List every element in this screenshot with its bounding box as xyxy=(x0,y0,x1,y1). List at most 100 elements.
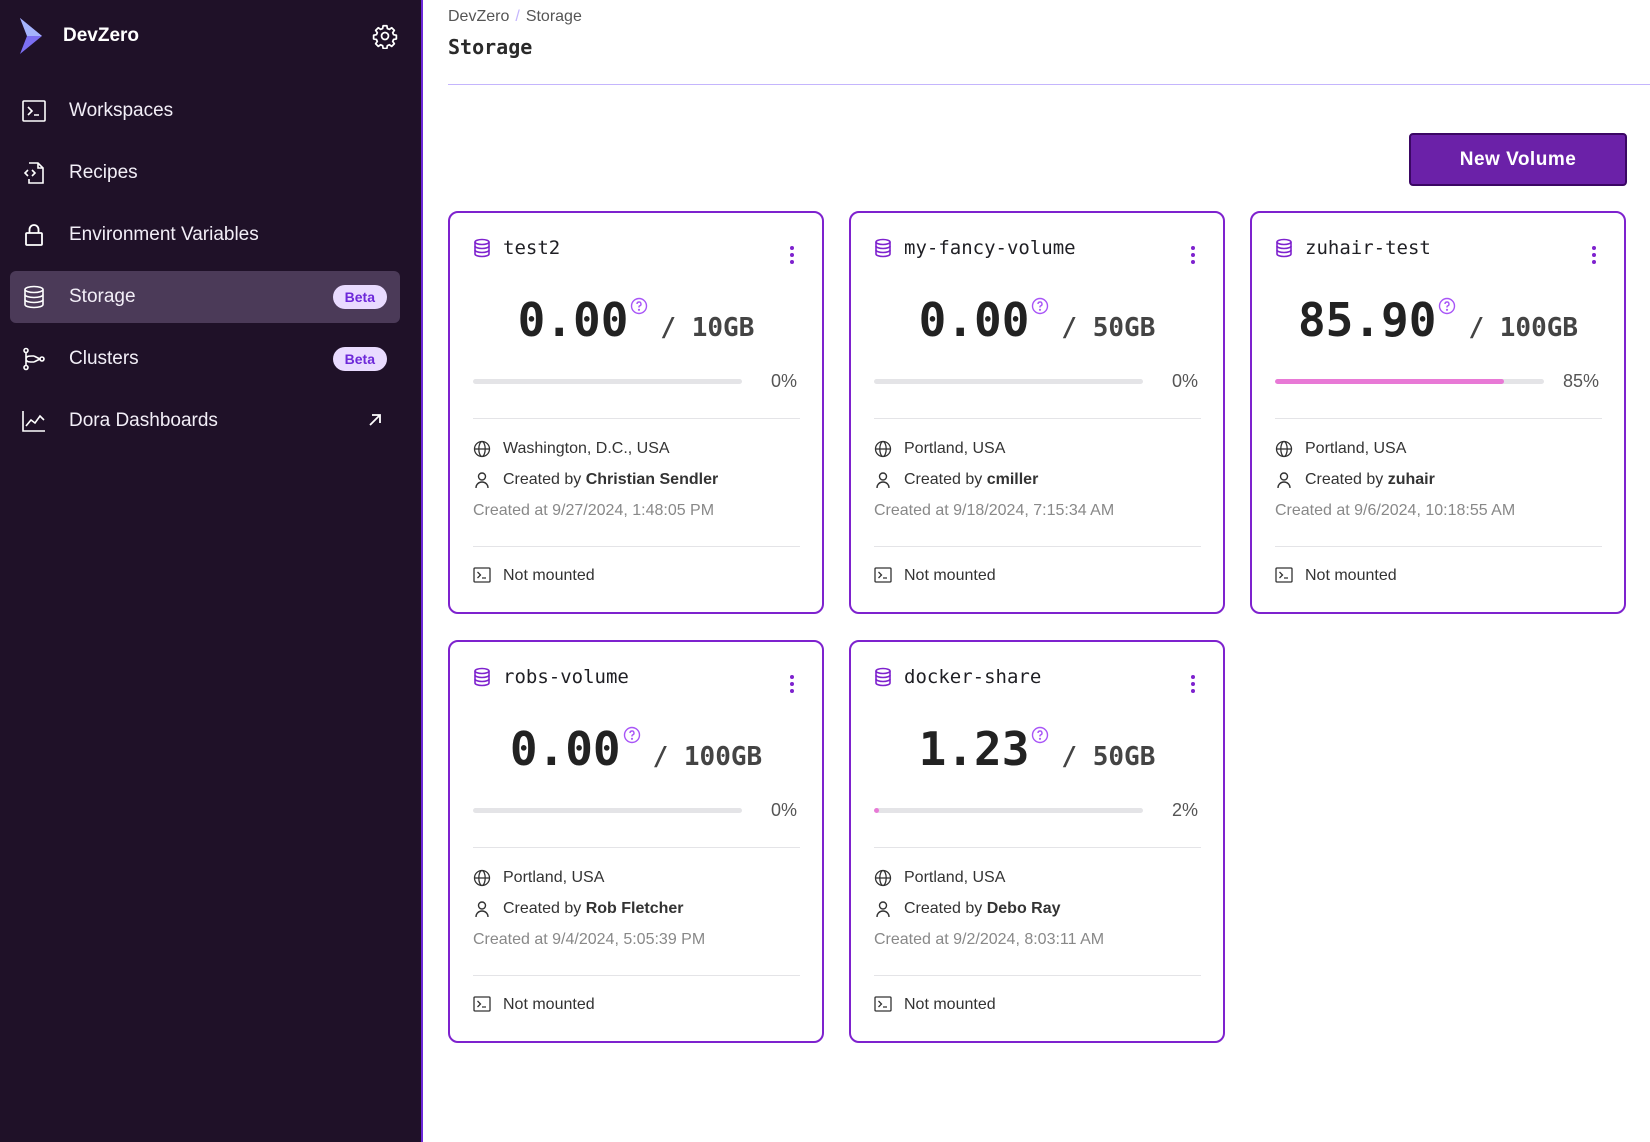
app-name: DevZero xyxy=(63,25,140,46)
volume-card[interactable]: my-fancy-volume 0.00 / 50GB 0% Portland, … xyxy=(849,211,1225,614)
card-divider xyxy=(473,418,800,419)
volume-card[interactable]: robs-volume 0.00 / 100GB 0% Portland, USA… xyxy=(448,640,824,1043)
help-question-icon[interactable] xyxy=(623,726,641,744)
capacity-value: / 100GB xyxy=(1468,313,1579,343)
volume-name: test2 xyxy=(503,237,561,259)
sidebar-item-label: Workspaces xyxy=(69,100,174,121)
help-question-icon[interactable] xyxy=(1438,297,1456,315)
globe-icon xyxy=(874,440,892,458)
chart-line-icon xyxy=(21,408,47,434)
volume-card-header: test2 xyxy=(473,237,560,259)
sidebar-item-workspaces[interactable]: Workspaces xyxy=(10,85,400,137)
mount-status: Not mounted xyxy=(874,996,996,1014)
user-icon xyxy=(473,900,491,918)
usage-progress-fill xyxy=(1275,379,1504,384)
mount-status-text: Not mounted xyxy=(904,567,996,584)
external-link-arrow-icon xyxy=(364,409,386,431)
volume-usage: 1.23 / 50GB xyxy=(851,722,1223,776)
usage-progress-bar xyxy=(473,808,742,813)
mount-status: Not mounted xyxy=(1275,567,1397,585)
volume-card-header: my-fancy-volume xyxy=(874,237,1076,259)
beta-badge: Beta xyxy=(332,285,387,309)
card-divider xyxy=(1275,418,1602,419)
database-icon xyxy=(473,667,491,687)
sidebar-item-dora-dashboards[interactable]: Dora Dashboards xyxy=(10,395,400,447)
sidebar: DevZero Workspaces Recipes Environment xyxy=(0,0,423,1142)
terminal-icon xyxy=(21,98,47,124)
page-title: Storage xyxy=(448,35,533,59)
terminal-icon xyxy=(473,567,491,585)
location-text: Portland, USA xyxy=(904,440,1006,457)
location-text: Washington, D.C., USA xyxy=(503,440,670,457)
breadcrumb-devzero[interactable]: DevZero xyxy=(448,8,510,25)
help-question-icon[interactable] xyxy=(1031,726,1049,744)
globe-icon xyxy=(1275,440,1293,458)
mount-status-text: Not mounted xyxy=(503,567,595,584)
sidebar-nav: Workspaces Recipes Environment Variables… xyxy=(10,85,400,457)
devzero-logo-icon[interactable] xyxy=(18,14,48,58)
terminal-icon xyxy=(473,996,491,1014)
sidebar-item-label: Environment Variables xyxy=(69,224,259,245)
sidebar-item-environment-variables[interactable]: Environment Variables xyxy=(10,209,400,261)
volume-name: robs-volume xyxy=(503,666,629,688)
creator-name: Debo Ray xyxy=(986,900,1061,917)
sidebar-item-recipes[interactable]: Recipes xyxy=(10,147,400,199)
breadcrumb-storage: Storage xyxy=(525,8,582,25)
volume-location: Portland, USA xyxy=(473,869,604,887)
globe-icon xyxy=(473,869,491,887)
used-value: 0.00 xyxy=(517,293,629,347)
more-options-icon[interactable] xyxy=(789,674,795,694)
settings-gear-icon[interactable] xyxy=(372,23,398,50)
help-question-icon[interactable] xyxy=(630,297,648,315)
volume-name: my-fancy-volume xyxy=(904,237,1076,259)
capacity-value: / 50GB xyxy=(1061,742,1156,772)
more-options-icon[interactable] xyxy=(1190,245,1196,265)
database-icon xyxy=(1275,238,1293,258)
volume-location: Washington, D.C., USA xyxy=(473,440,670,458)
volume-creator: Created by Christian Sendler xyxy=(473,471,718,489)
created-by-label: Created by xyxy=(503,900,582,917)
capacity-value: / 10GB xyxy=(660,313,755,343)
more-options-icon[interactable] xyxy=(1591,245,1597,265)
more-options-icon[interactable] xyxy=(1190,674,1196,694)
volume-card-header: robs-volume xyxy=(473,666,629,688)
sidebar-item-clusters[interactable]: Clusters Beta xyxy=(10,333,400,385)
created-at: Created at 9/27/2024, 1:48:05 PM xyxy=(473,502,715,519)
mount-status-text: Not mounted xyxy=(503,996,595,1013)
mount-status-text: Not mounted xyxy=(904,996,996,1013)
volume-usage: 85.90 / 100GB xyxy=(1252,293,1624,347)
volume-card-header: docker-share xyxy=(874,666,1041,688)
help-question-icon[interactable] xyxy=(1031,297,1049,315)
created-at: Created at 9/4/2024, 5:05:39 PM xyxy=(473,931,706,948)
location-text: Portland, USA xyxy=(904,869,1006,886)
card-divider xyxy=(473,975,800,976)
volume-card[interactable]: test2 0.00 / 10GB 0% Washington, D.C., US… xyxy=(448,211,824,614)
cluster-icon xyxy=(21,346,47,372)
database-icon xyxy=(473,238,491,258)
used-value: 1.23 xyxy=(918,722,1030,776)
volume-card[interactable]: docker-share 1.23 / 50GB 2% Portland, USA… xyxy=(849,640,1225,1043)
usage-percent: 0% xyxy=(770,800,797,820)
new-volume-button[interactable]: New Volume xyxy=(1409,133,1627,186)
creator-name: cmiller xyxy=(986,471,1039,488)
used-value: 85.90 xyxy=(1297,293,1437,347)
volume-usage: 0.00 / 50GB xyxy=(851,293,1223,347)
used-value: 0.00 xyxy=(509,722,621,776)
creator-name: Rob Fletcher xyxy=(585,900,684,917)
usage-progress-fill xyxy=(874,808,880,813)
more-options-icon[interactable] xyxy=(789,245,795,265)
volume-name: zuhair-test xyxy=(1305,237,1431,259)
volume-card[interactable]: zuhair-test 85.90 / 100GB 85% Portland, U… xyxy=(1250,211,1626,614)
brand: DevZero xyxy=(18,14,398,58)
card-divider xyxy=(874,847,1201,848)
volume-location: Portland, USA xyxy=(874,869,1005,887)
sidebar-item-storage[interactable]: Storage Beta xyxy=(10,271,400,323)
volume-usage: 0.00 / 100GB xyxy=(450,722,822,776)
lock-icon xyxy=(21,222,47,248)
globe-icon xyxy=(874,869,892,887)
mount-status: Not mounted xyxy=(874,567,996,585)
creator-name: Christian Sendler xyxy=(585,471,719,488)
globe-icon xyxy=(473,440,491,458)
volume-location: Portland, USA xyxy=(1275,440,1406,458)
volume-creator: Created by Debo Ray xyxy=(874,900,1061,918)
